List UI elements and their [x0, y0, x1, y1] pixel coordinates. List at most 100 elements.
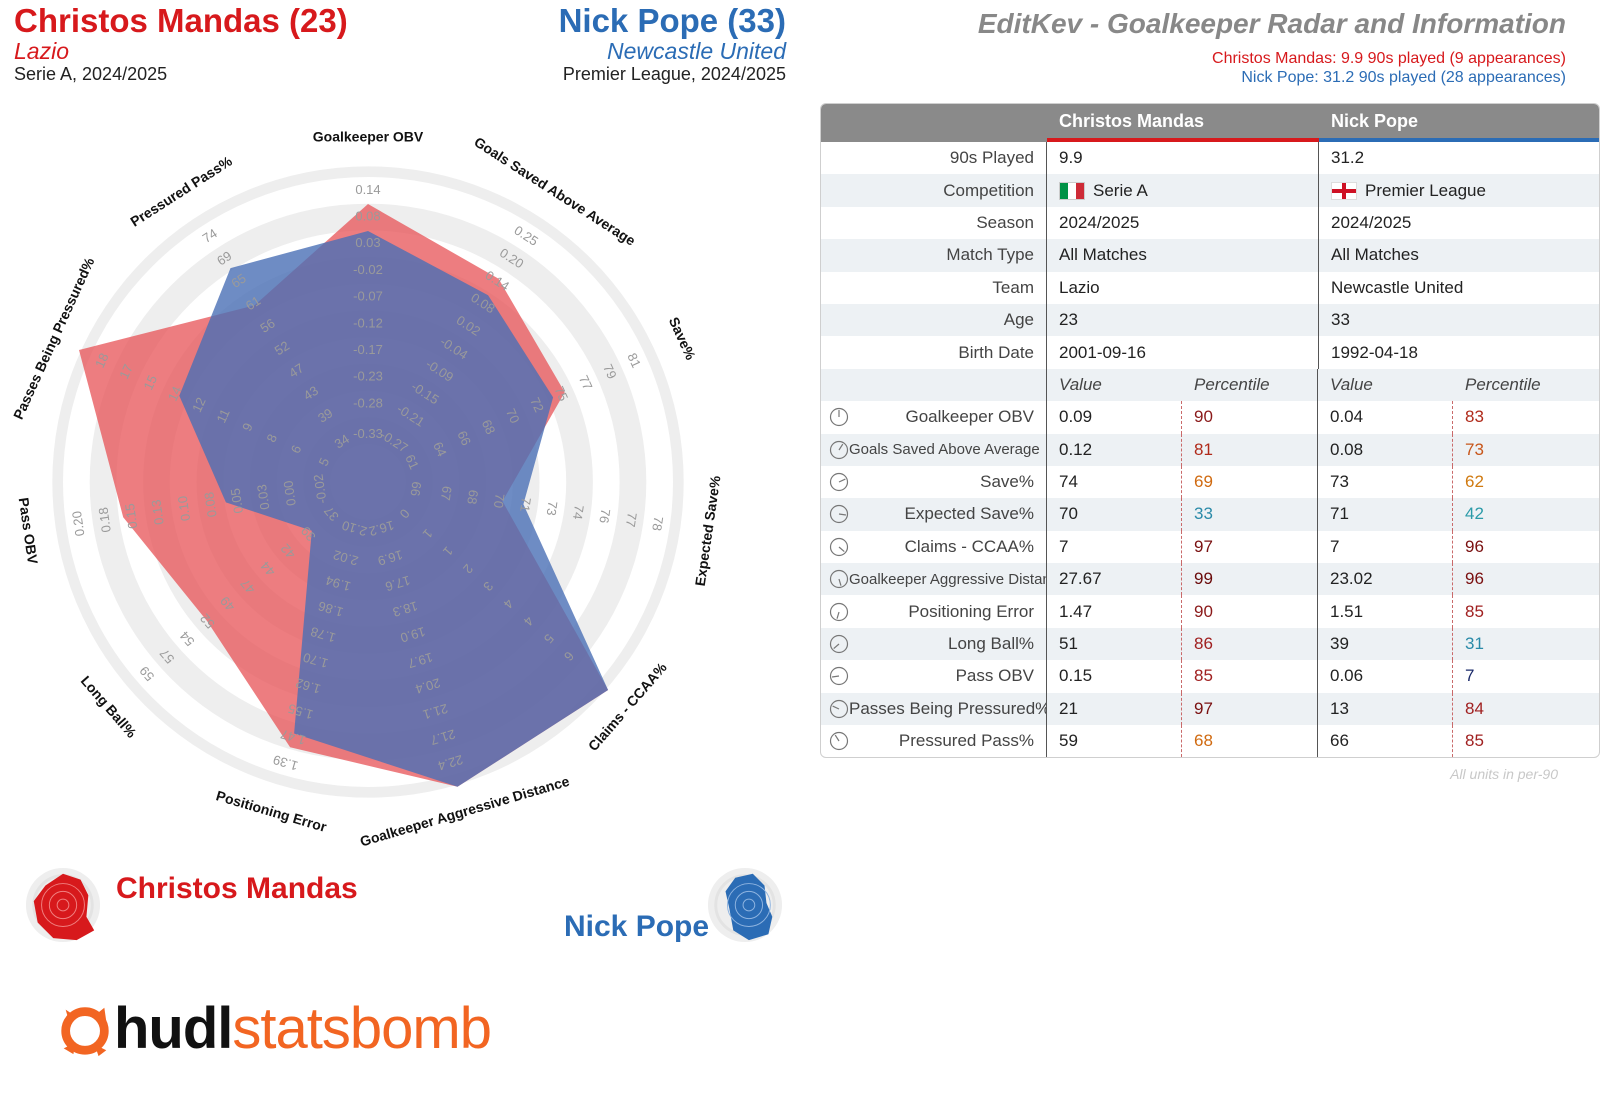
table-subheader-row: Value Percentile Value Percentile: [821, 368, 1599, 402]
player2-value: 23.02: [1318, 563, 1453, 596]
axis-tick-label: 1.70: [301, 650, 330, 672]
player2-percentile: 62: [1465, 472, 1484, 492]
metric-label-cell: Positioning Error: [821, 595, 1047, 628]
row-label: Team: [821, 271, 1047, 304]
axis-tick-label: 2.10: [340, 518, 369, 540]
player2-value: 66: [1318, 725, 1453, 758]
axis-tick-label: 66: [454, 428, 474, 447]
table-header-player1: Christos Mandas: [1047, 104, 1319, 142]
axis-tick-label: 16.2: [367, 518, 396, 540]
subheader-percentile: Percentile: [1182, 368, 1318, 402]
axis-label: Expected Save%: [692, 474, 724, 587]
subheader-value: Value: [1330, 374, 1373, 394]
player2-radar-icon: [707, 867, 783, 943]
metric-label: Pass OBV: [955, 666, 1034, 686]
axis-tick-label: 34: [332, 431, 352, 451]
table-row: Positioning Error 1.47 90 1.51 85: [821, 595, 1599, 628]
axis-tick-label: -0.02: [353, 262, 383, 277]
player2-percentile: 85: [1465, 601, 1484, 621]
player1-info-value: 2001-09-16: [1059, 342, 1146, 362]
player1-percentile: 69: [1182, 465, 1318, 499]
metric-label: Save%: [980, 472, 1034, 492]
player1-name: Christos Mandas (23): [14, 2, 348, 39]
player2-value: 71: [1318, 498, 1453, 531]
axis-tick-label: 21.7: [429, 726, 458, 748]
axis-tick-label: 74: [200, 225, 220, 245]
table-body: 90s Played 9.9 31.2 Competition Serie A Premi…: [821, 142, 1599, 758]
player1-value: 0.15: [1047, 660, 1182, 693]
player2-minutes: Nick Pope: 31.2 90s played (28 appearanc…: [1241, 69, 1566, 86]
metric-label-cell: Goals Saved Above Average: [821, 433, 1047, 466]
axis-label: Save%: [666, 314, 700, 362]
metric-label-cell: Expected Save%: [821, 498, 1047, 531]
axis-tick-label: 77: [576, 373, 596, 392]
gauge-icon: [829, 570, 849, 589]
axis-tick-label: 64: [430, 439, 450, 458]
table-row: 90s Played 9.9 31.2: [821, 142, 1599, 175]
metric-label: Claims - CCAA%: [904, 536, 1034, 556]
player2-value: 1.51: [1318, 595, 1453, 628]
table-row: Passes Being Pressured% 21 97 13 84: [821, 692, 1599, 726]
axis-tick-label: 1.47: [279, 726, 308, 748]
table-row: Competition Serie A Premier League: [821, 174, 1599, 207]
axis-tick-label: 2.02: [331, 547, 360, 569]
gauge-icon: [829, 408, 849, 427]
axis-tick-label: -0.07: [353, 289, 383, 304]
player1-info-cell: All Matches: [1047, 239, 1319, 272]
italy-flag-icon: [1059, 181, 1085, 200]
axis-tick-label: 71: [517, 496, 534, 512]
axis-tick-label: 75: [552, 384, 572, 403]
axis-label: Pass OBV: [16, 497, 41, 566]
metric-label: Passes Being Pressured%: [849, 698, 1047, 718]
player2-percentile: 96: [1465, 569, 1484, 589]
player1-info-cell: Serie A: [1047, 174, 1319, 207]
legend-player2: Nick Pope: [564, 910, 710, 943]
axis-tick-label: 61: [402, 452, 422, 471]
player1-value: 59: [1047, 725, 1182, 758]
player2-info-value: 33: [1331, 310, 1350, 330]
table-row: Birth Date 2001-09-16 1992-04-18: [821, 336, 1599, 369]
player2-percentile: 84: [1465, 698, 1484, 718]
player2-percentile: 83: [1465, 407, 1484, 427]
metric-label-cell: Pass OBV: [821, 660, 1047, 693]
axis-tick-label: 81: [624, 351, 644, 370]
axis-tick-label: 77: [623, 512, 640, 528]
legend-player1: Christos Mandas: [116, 872, 358, 905]
gauge-icon: [829, 699, 849, 718]
row-label: Season: [821, 206, 1047, 240]
player1-percentile: 99: [1182, 563, 1318, 596]
table-header-player2: Nick Pope: [1319, 104, 1599, 142]
axis-tick-label: 66: [407, 481, 424, 497]
axis-tick-label: 67: [438, 485, 455, 501]
units-note: All units in per-90: [1450, 766, 1558, 782]
player2-info-value: 2024/2025: [1331, 212, 1412, 232]
player1-percentile: 86: [1182, 627, 1318, 661]
axis-tick-label: 1.62: [294, 675, 323, 697]
player2-value: 39: [1318, 627, 1453, 661]
axis-tick-label: 0.03: [254, 483, 272, 510]
axis-tick-label: 0.05: [228, 487, 246, 514]
axis-tick-label: -0.02: [311, 473, 330, 504]
axis-tick-label: 0.20: [69, 510, 87, 537]
table-header: Christos Mandas Nick Pope: [821, 104, 1599, 142]
player2-percentile: 31: [1465, 634, 1484, 654]
row-label: 90s Played: [821, 142, 1047, 175]
player2-info-cell: 2024/2025: [1319, 207, 1599, 239]
axis-tick-label: 78: [649, 515, 666, 531]
axis-tick-label: 43: [301, 383, 321, 403]
player1-percentile: 33: [1182, 498, 1318, 531]
player2-value: 7: [1318, 530, 1453, 564]
axis-tick-label: -0.33: [353, 426, 383, 441]
player2-percentile: 73: [1465, 439, 1484, 459]
player1-value: 27.67: [1047, 563, 1182, 596]
gauge-icon: [829, 440, 849, 459]
table-row: Goals Saved Above Average 0.12 81 0.08 73: [821, 433, 1599, 466]
subheader-blank: [821, 368, 1047, 402]
player1-value: 70: [1047, 498, 1182, 531]
subheader-percentile: Percentile: [1465, 374, 1541, 394]
gauge-icon: [829, 602, 849, 621]
player1-info-cell: Lazio: [1047, 271, 1319, 304]
player1-value: 0.09: [1047, 401, 1182, 434]
england-flag-icon: [1331, 181, 1357, 200]
table-row: Team Lazio Newcastle United: [821, 271, 1599, 304]
